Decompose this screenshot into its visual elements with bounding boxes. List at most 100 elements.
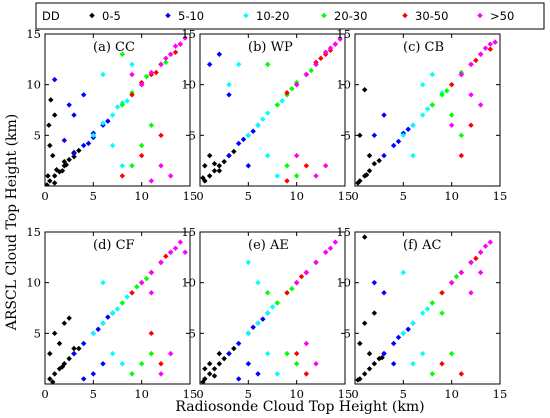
data-point <box>366 168 373 174</box>
data-point <box>458 132 465 139</box>
data-point <box>51 112 58 118</box>
data-point <box>279 98 285 104</box>
data-point <box>255 279 261 286</box>
data-point <box>167 249 174 255</box>
data-point <box>424 306 431 312</box>
data-point <box>61 137 68 144</box>
data-point <box>468 122 474 128</box>
data-point <box>293 350 300 357</box>
points <box>200 239 339 384</box>
data-point <box>66 102 72 108</box>
data-point <box>492 39 498 45</box>
data-point <box>226 92 232 98</box>
x-tick-label: 15 <box>493 387 508 401</box>
data-point <box>477 249 484 255</box>
data-point <box>381 152 387 159</box>
data-point <box>216 361 223 367</box>
plot-area <box>199 33 346 187</box>
x-tick-label: 10 <box>444 189 459 203</box>
data-point <box>158 361 164 367</box>
data-point <box>308 67 314 74</box>
data-point <box>138 361 145 367</box>
data-point <box>357 340 363 347</box>
y-tick-label: 5 <box>344 128 351 142</box>
x-tick-label: 5 <box>400 387 407 401</box>
legend-marker <box>321 12 327 19</box>
data-point <box>167 51 174 57</box>
data-point <box>327 45 334 51</box>
data-point <box>448 350 455 357</box>
data-point <box>482 45 489 51</box>
data-point <box>255 371 261 377</box>
data-point <box>85 140 92 147</box>
data-point <box>148 178 155 184</box>
data-point <box>148 269 155 276</box>
data-point <box>51 180 58 186</box>
x-tick-label: 0 <box>351 189 358 203</box>
data-point <box>47 142 53 149</box>
data-point <box>124 98 130 104</box>
data-point <box>424 106 431 112</box>
data-point <box>182 35 188 41</box>
y-tick-label: 5 <box>344 326 351 340</box>
data-point <box>59 364 66 370</box>
data-point <box>429 71 436 78</box>
data-point <box>250 324 256 330</box>
x-tick-label: 15 <box>183 387 198 401</box>
data-point <box>216 350 223 357</box>
points <box>47 239 188 384</box>
data-point <box>71 112 77 118</box>
data-point <box>274 173 281 179</box>
data-point <box>231 148 237 155</box>
data-point <box>59 168 66 174</box>
x-tick-label: 5 <box>245 189 252 203</box>
data-point <box>381 350 387 357</box>
data-point <box>158 132 164 139</box>
data-point <box>129 61 135 68</box>
legend-label: 0-5 <box>102 9 121 23</box>
data-point <box>419 310 426 316</box>
data-point <box>245 132 252 139</box>
data-point <box>143 275 150 282</box>
data-point <box>129 163 135 169</box>
data-point <box>361 87 368 93</box>
legend-marker <box>402 12 408 19</box>
y-tick-label: 5 <box>34 128 41 142</box>
data-point <box>361 371 368 377</box>
data-point <box>71 345 77 352</box>
data-point <box>158 61 164 68</box>
data-point <box>410 122 416 128</box>
data-point <box>114 306 121 312</box>
data-point <box>303 340 310 347</box>
data-point <box>293 152 300 159</box>
data-point <box>395 334 402 341</box>
points <box>45 35 188 186</box>
data-point <box>250 128 256 135</box>
data-point <box>202 366 208 372</box>
data-point <box>419 350 426 357</box>
data-point <box>206 173 213 179</box>
data-point <box>332 239 339 245</box>
data-point <box>47 376 53 382</box>
data-point <box>100 361 106 367</box>
data-point <box>468 290 474 296</box>
y-tick-label: 10 <box>181 78 196 92</box>
data-point <box>303 371 310 377</box>
x-tick-label: 0 <box>41 189 48 203</box>
data-point <box>177 239 184 245</box>
data-point <box>51 330 58 337</box>
data-point <box>105 314 111 320</box>
data-point <box>245 330 252 337</box>
data-point <box>45 173 51 179</box>
y-tick-label: 5 <box>189 326 196 340</box>
data-point <box>400 330 407 337</box>
data-point <box>216 168 223 174</box>
data-point <box>379 354 385 361</box>
data-point <box>269 304 276 310</box>
data-point <box>313 259 319 266</box>
data-point <box>260 316 266 322</box>
data-point <box>138 152 145 159</box>
legend-marker <box>165 12 171 19</box>
data-point <box>366 152 373 159</box>
x-tick-label: 10 <box>289 189 304 203</box>
